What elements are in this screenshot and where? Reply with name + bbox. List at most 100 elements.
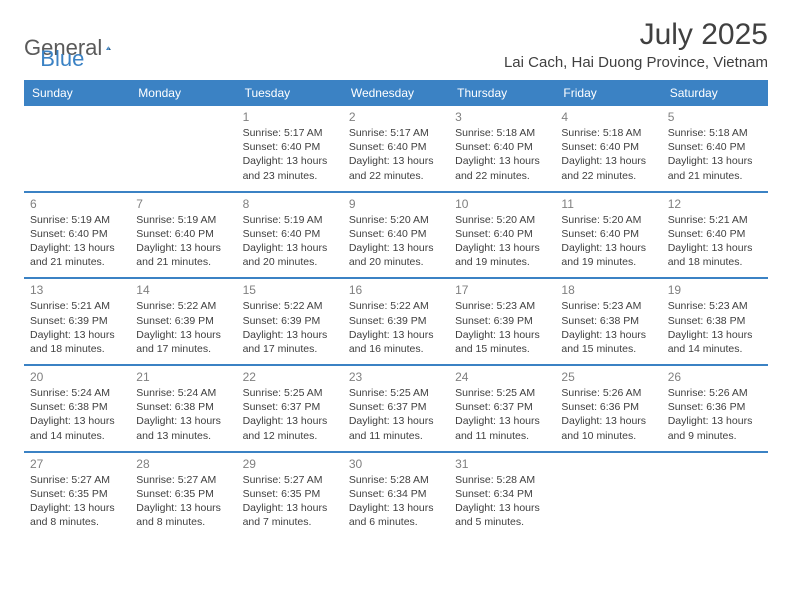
day-info: Sunrise: 5:23 AMSunset: 6:38 PMDaylight:… (668, 299, 762, 356)
day-info: Sunrise: 5:17 AMSunset: 6:40 PMDaylight:… (243, 126, 337, 183)
day-info: Sunrise: 5:25 AMSunset: 6:37 PMDaylight:… (243, 386, 337, 443)
calendar: SundayMondayTuesdayWednesdayThursdayFrid… (24, 80, 768, 537)
calendar-day-cell: 21 Sunrise: 5:24 AMSunset: 6:38 PMDayligh… (130, 365, 236, 452)
day-number: 14 (136, 283, 230, 297)
day-info: Sunrise: 5:19 AMSunset: 6:40 PMDaylight:… (243, 213, 337, 270)
day-number: 19 (668, 283, 762, 297)
day-number: 18 (561, 283, 655, 297)
calendar-day-cell: 1 Sunrise: 5:17 AMSunset: 6:40 PMDaylight… (237, 106, 343, 192)
location: Lai Cach, Hai Duong Province, Vietnam (504, 54, 768, 71)
calendar-day-cell: 30Sunrise: 5:28 AMSunset: 6:34 PMDayligh… (343, 452, 449, 538)
day-header: Friday (555, 80, 661, 106)
calendar-day-cell: 28 Sunrise: 5:27 AMSunset: 6:35 PMDayligh… (130, 452, 236, 538)
calendar-empty-cell (24, 106, 130, 192)
day-number: 25 (561, 370, 655, 384)
logo-text-blue: Blue (40, 46, 84, 72)
calendar-day-cell: 13 Sunrise: 5:21 AMSunset: 6:39 PMDayligh… (24, 278, 130, 365)
calendar-day-cell: 5Sunrise: 5:18 AMSunset: 6:40 PMDaylight… (662, 106, 768, 192)
calendar-day-cell: 31 Sunrise: 5:28 AMSunset: 6:34 PMDayligh… (449, 452, 555, 538)
calendar-body: 1 Sunrise: 5:17 AMSunset: 6:40 PMDaylight… (24, 106, 768, 537)
day-info: Sunrise: 5:17 AMSunset: 6:40 PMDaylight:… (349, 126, 443, 183)
logo-sail-icon (106, 40, 111, 56)
day-info: Sunrise: 5:22 AMSunset: 6:39 PMDaylight:… (136, 299, 230, 356)
calendar-day-cell: 10 Sunrise: 5:20 AMSunset: 6:40 PMDayligh… (449, 192, 555, 279)
calendar-day-cell: 3Sunrise: 5:18 AMSunset: 6:40 PMDaylight… (449, 106, 555, 192)
day-info: Sunrise: 5:25 AMSunset: 6:37 PMDaylight:… (455, 386, 549, 443)
day-number: 24 (455, 370, 549, 384)
day-header: Thursday (449, 80, 555, 106)
day-number: 27 (30, 457, 124, 471)
day-header: Saturday (662, 80, 768, 106)
day-number: 17 (455, 283, 549, 297)
calendar-day-cell: 6 Sunrise: 5:19 AMSunset: 6:40 PMDaylight… (24, 192, 130, 279)
day-number: 12 (668, 197, 762, 211)
day-number: 29 (243, 457, 337, 471)
day-info: Sunrise: 5:23 AMSunset: 6:38 PMDaylight:… (561, 299, 655, 356)
day-info: Sunrise: 5:26 AMSunset: 6:36 PMDaylight:… (668, 386, 762, 443)
day-info: Sunrise: 5:27 AMSunset: 6:35 PMDaylight:… (30, 473, 124, 530)
calendar-week-row: 20 Sunrise: 5:24 AMSunset: 6:38 PMDayligh… (24, 365, 768, 452)
header: General Blue July 2025 Lai Cach, Hai Duo… (24, 18, 768, 72)
day-number: 13 (30, 283, 124, 297)
calendar-day-cell: 15 Sunrise: 5:22 AMSunset: 6:39 PMDayligh… (237, 278, 343, 365)
calendar-day-cell: 14 Sunrise: 5:22 AMSunset: 6:39 PMDayligh… (130, 278, 236, 365)
day-header: Sunday (24, 80, 130, 106)
day-header: Wednesday (343, 80, 449, 106)
calendar-day-cell: 16Sunrise: 5:22 AMSunset: 6:39 PMDayligh… (343, 278, 449, 365)
day-info: Sunrise: 5:23 AMSunset: 6:39 PMDaylight:… (455, 299, 549, 356)
day-number: 26 (668, 370, 762, 384)
calendar-empty-cell (662, 452, 768, 538)
day-number: 8 (243, 197, 337, 211)
day-number: 21 (136, 370, 230, 384)
calendar-day-cell: 25Sunrise: 5:26 AMSunset: 6:36 PMDayligh… (555, 365, 661, 452)
calendar-week-row: 13 Sunrise: 5:21 AMSunset: 6:39 PMDayligh… (24, 278, 768, 365)
calendar-empty-cell (555, 452, 661, 538)
calendar-day-cell: 22Sunrise: 5:25 AMSunset: 6:37 PMDayligh… (237, 365, 343, 452)
day-number: 30 (349, 457, 443, 471)
calendar-day-cell: 24 Sunrise: 5:25 AMSunset: 6:37 PMDayligh… (449, 365, 555, 452)
day-info: Sunrise: 5:20 AMSunset: 6:40 PMDaylight:… (349, 213, 443, 270)
day-info: Sunrise: 5:22 AMSunset: 6:39 PMDaylight:… (349, 299, 443, 356)
day-number: 11 (561, 197, 655, 211)
calendar-day-cell: 26 Sunrise: 5:26 AMSunset: 6:36 PMDayligh… (662, 365, 768, 452)
day-number: 1 (243, 110, 337, 124)
calendar-week-row: 27 Sunrise: 5:27 AMSunset: 6:35 PMDayligh… (24, 452, 768, 538)
day-number: 4 (561, 110, 655, 124)
calendar-day-cell: 29 Sunrise: 5:27 AMSunset: 6:35 PMDayligh… (237, 452, 343, 538)
calendar-day-cell: 7Sunrise: 5:19 AMSunset: 6:40 PMDaylight… (130, 192, 236, 279)
day-info: Sunrise: 5:27 AMSunset: 6:35 PMDaylight:… (243, 473, 337, 530)
day-info: Sunrise: 5:19 AMSunset: 6:40 PMDaylight:… (30, 213, 124, 270)
month-title: July 2025 (504, 18, 768, 52)
logo: General Blue (24, 24, 84, 72)
calendar-day-cell: 8 Sunrise: 5:19 AMSunset: 6:40 PMDaylight… (237, 192, 343, 279)
calendar-day-cell: 19 Sunrise: 5:23 AMSunset: 6:38 PMDayligh… (662, 278, 768, 365)
calendar-empty-cell (130, 106, 236, 192)
day-number: 7 (136, 197, 230, 211)
day-info: Sunrise: 5:18 AMSunset: 6:40 PMDaylight:… (561, 126, 655, 183)
day-info: Sunrise: 5:21 AMSunset: 6:39 PMDaylight:… (30, 299, 124, 356)
day-info: Sunrise: 5:27 AMSunset: 6:35 PMDaylight:… (136, 473, 230, 530)
day-info: Sunrise: 5:24 AMSunset: 6:38 PMDaylight:… (136, 386, 230, 443)
calendar-week-row: 1 Sunrise: 5:17 AMSunset: 6:40 PMDaylight… (24, 106, 768, 192)
day-info: Sunrise: 5:25 AMSunset: 6:37 PMDaylight:… (349, 386, 443, 443)
day-info: Sunrise: 5:22 AMSunset: 6:39 PMDaylight:… (243, 299, 337, 356)
day-number: 9 (349, 197, 443, 211)
day-number: 2 (349, 110, 443, 124)
day-number: 15 (243, 283, 337, 297)
calendar-day-cell: 20 Sunrise: 5:24 AMSunset: 6:38 PMDayligh… (24, 365, 130, 452)
day-info: Sunrise: 5:20 AMSunset: 6:40 PMDaylight:… (455, 213, 549, 270)
day-number: 31 (455, 457, 549, 471)
day-number: 20 (30, 370, 124, 384)
day-number: 28 (136, 457, 230, 471)
day-header: Monday (130, 80, 236, 106)
calendar-day-cell: 23Sunrise: 5:25 AMSunset: 6:37 PMDayligh… (343, 365, 449, 452)
calendar-day-cell: 18 Sunrise: 5:23 AMSunset: 6:38 PMDayligh… (555, 278, 661, 365)
calendar-week-row: 6 Sunrise: 5:19 AMSunset: 6:40 PMDaylight… (24, 192, 768, 279)
day-number: 10 (455, 197, 549, 211)
title-block: July 2025 Lai Cach, Hai Duong Province, … (504, 18, 768, 71)
day-info: Sunrise: 5:24 AMSunset: 6:38 PMDaylight:… (30, 386, 124, 443)
day-info: Sunrise: 5:18 AMSunset: 6:40 PMDaylight:… (668, 126, 762, 183)
day-info: Sunrise: 5:28 AMSunset: 6:34 PMDaylight:… (455, 473, 549, 530)
day-number: 6 (30, 197, 124, 211)
day-number: 3 (455, 110, 549, 124)
